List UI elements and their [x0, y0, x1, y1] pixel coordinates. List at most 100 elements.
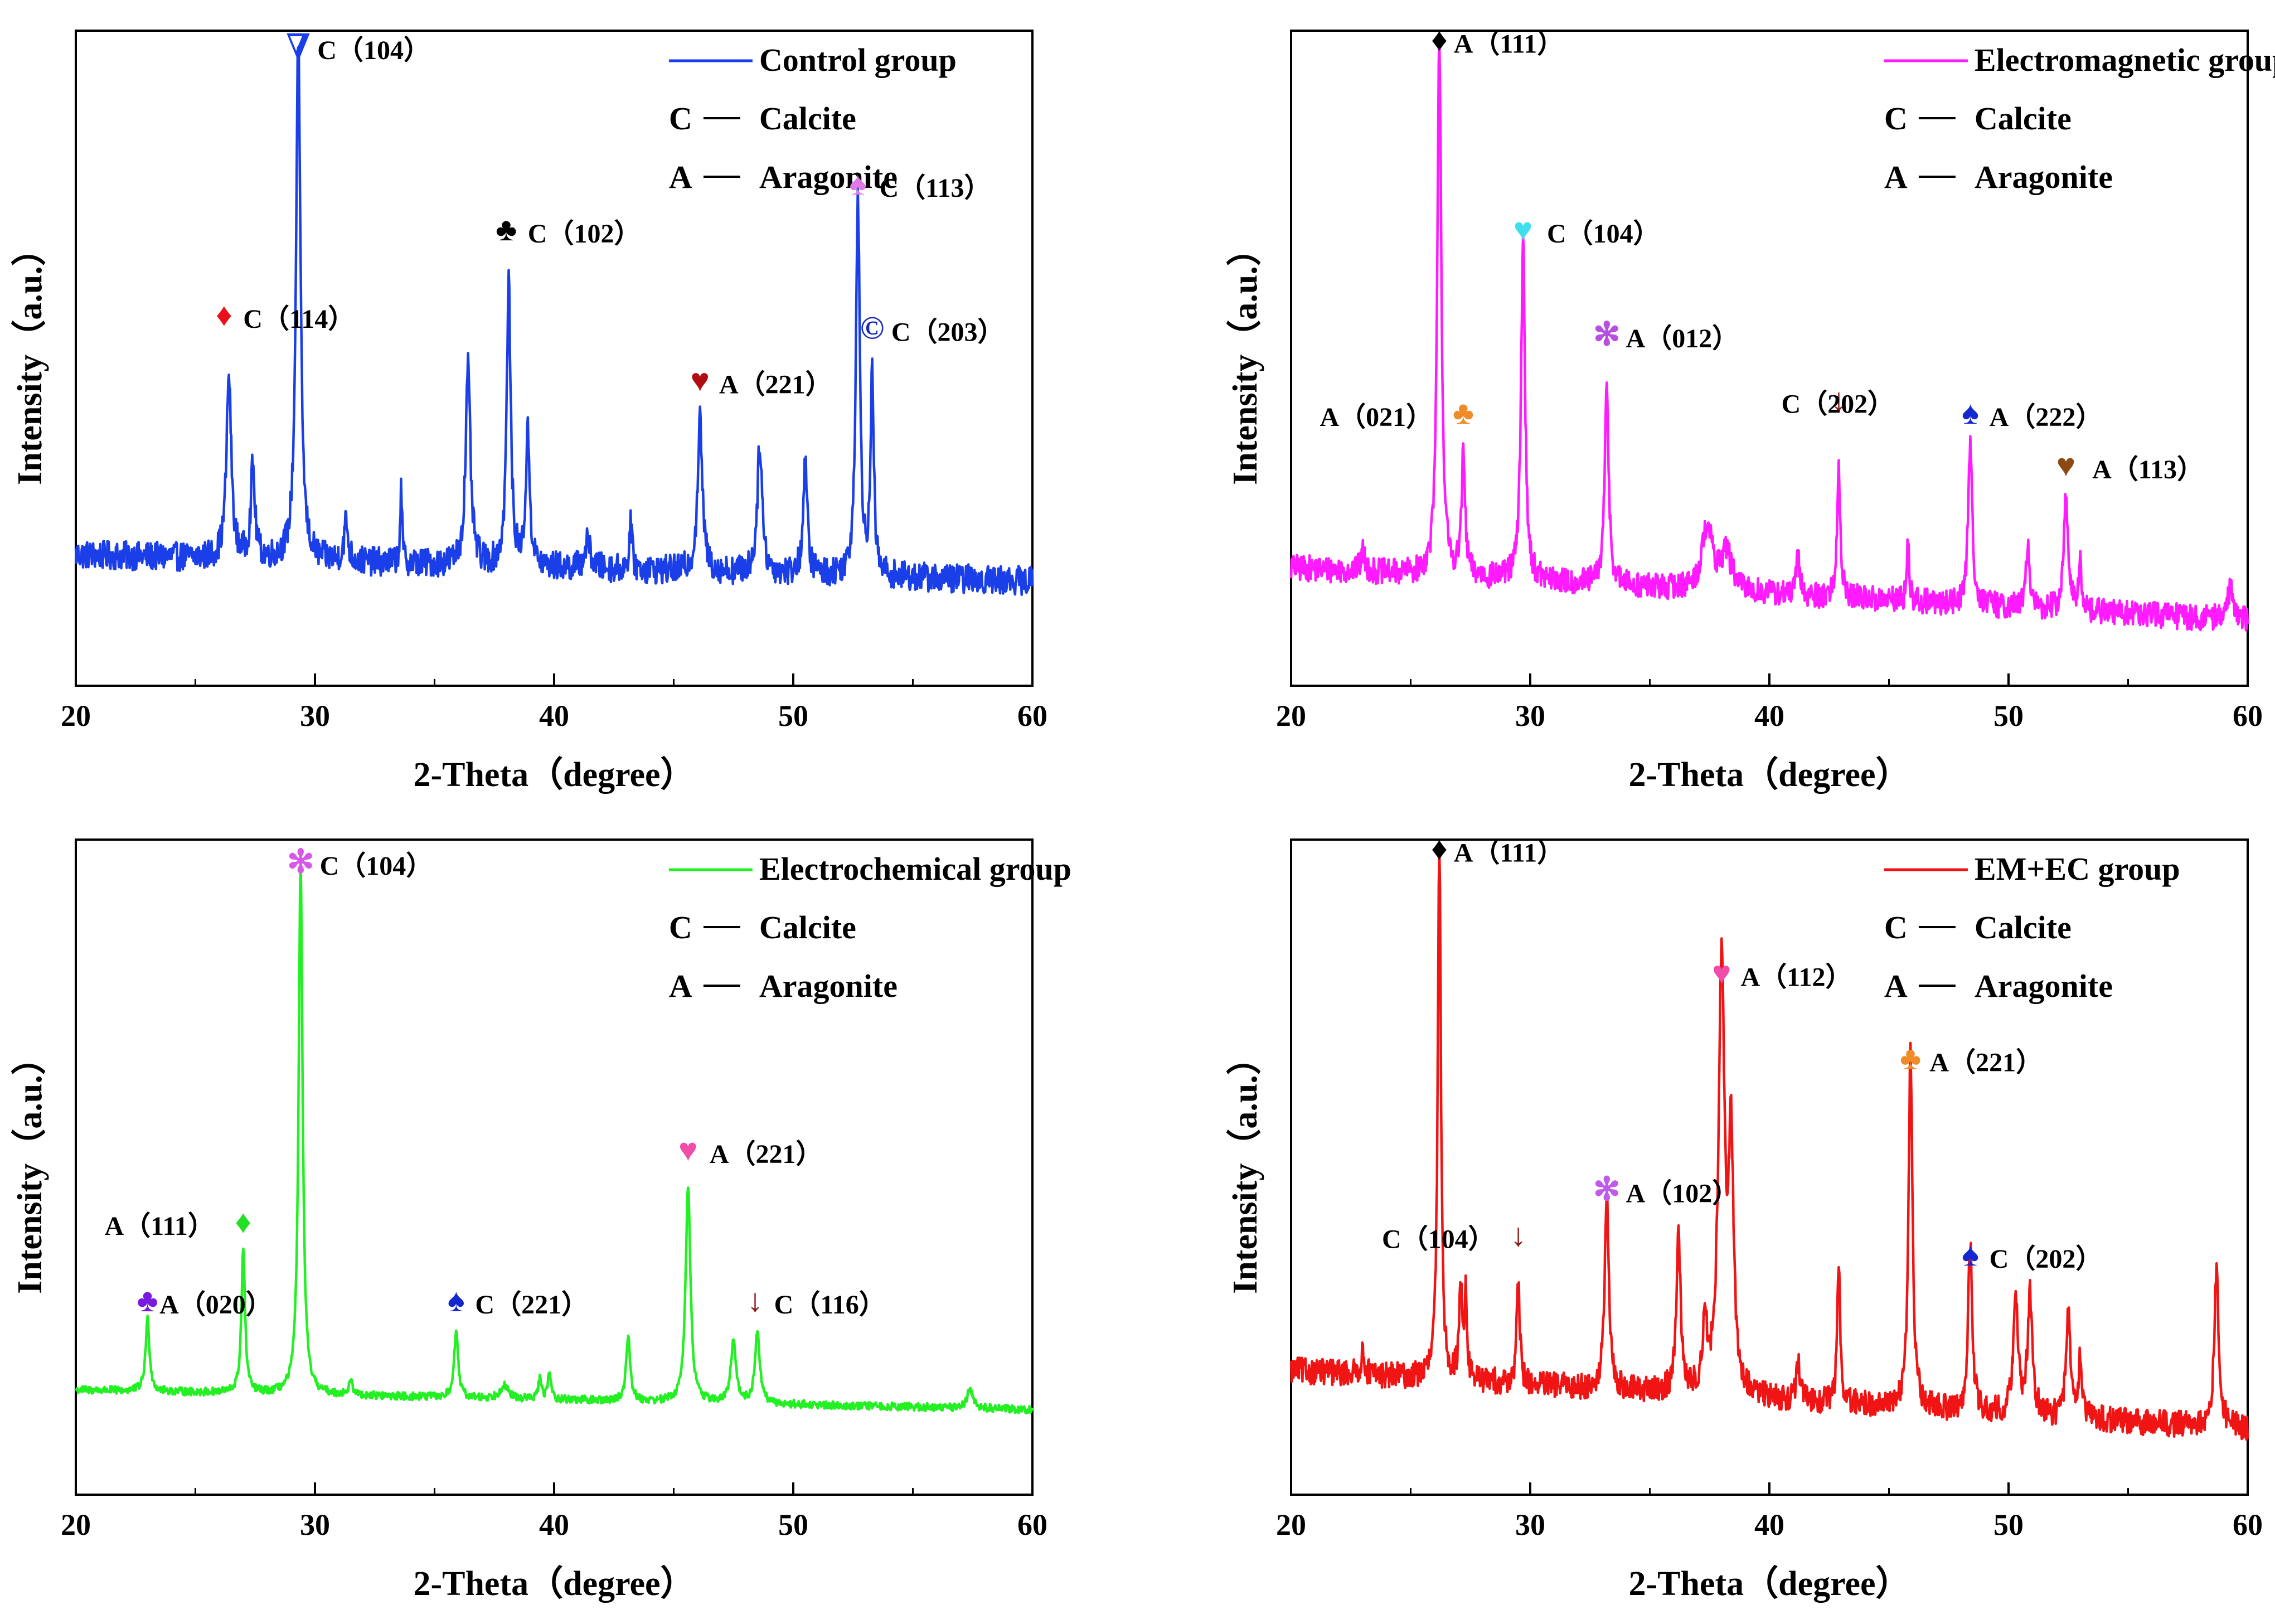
- x-tick-label: 60: [2233, 699, 2263, 733]
- peak-marker-icon: ✻: [1593, 316, 1621, 352]
- peak-marker-icon: ♥: [678, 1132, 697, 1168]
- peak-marker-icon: ♠: [849, 166, 866, 202]
- peak-marker-icon: ♣: [496, 211, 517, 248]
- x-tick-label: 60: [1017, 699, 1047, 733]
- peak-marker-icon: ♠: [1962, 395, 1979, 431]
- x-tick-label: 20: [61, 699, 91, 733]
- peak-label: C（221）: [475, 1290, 588, 1320]
- legend-phase-name: Calcite: [759, 100, 856, 137]
- peak-marker-icon: ♥: [1514, 211, 1532, 248]
- peak-label: C（113）: [879, 173, 991, 203]
- peak-marker-icon: ∇: [286, 28, 311, 64]
- series-line: [75, 860, 1034, 1415]
- x-tick-label: 40: [1754, 1508, 1784, 1541]
- legend-series-label: Electrochemical group: [759, 851, 1071, 887]
- peak-marker-icon: ↓: [1831, 382, 1847, 418]
- peak-marker-icon: ♥: [1712, 955, 1731, 991]
- peak-label: A（222）: [1990, 403, 2103, 432]
- x-tick-label: 50: [778, 1508, 808, 1541]
- x-tick-label: 30: [1515, 1508, 1545, 1541]
- legend-phase-name: Aragonite: [1975, 159, 2113, 195]
- panel-control-group: 20 30 40 50 60 2-Theta（degree） Intensity（a.u.）…: [10, 28, 1047, 794]
- legend-phase-key: A: [1884, 159, 1908, 195]
- peak-label: A（221）: [719, 370, 832, 399]
- x-axis-label: 2-Theta（degree）: [413, 755, 695, 794]
- peak-marker-icon: ↓: [747, 1282, 763, 1318]
- peak-label: C（203）: [891, 317, 1005, 347]
- peak-marker-icon: ♣: [1900, 1040, 1921, 1076]
- peak-label: C（104）: [317, 36, 430, 65]
- series-line: [1289, 42, 2249, 632]
- x-tick-label: 60: [1017, 1508, 1047, 1541]
- peak-marker-icon: ♥: [2056, 447, 2075, 483]
- legend-phase-key: A: [1884, 968, 1908, 1004]
- peak-label: C（104）: [1547, 219, 1660, 249]
- peak-label: C（116）: [774, 1290, 886, 1320]
- y-axis-label: Intensity（a.u.）: [10, 231, 49, 485]
- peak-marker-icon: ♣: [1453, 395, 1474, 431]
- x-tick-label: 20: [61, 1508, 91, 1541]
- plot-frame: [75, 30, 1034, 687]
- peak-label: C（202）: [1990, 1244, 2103, 1274]
- panel-electrochemical-group: 20 30 40 50 60 2-Theta（degree） Intensity（a.u.）…: [10, 838, 1071, 1603]
- panel-em-ec-group: 20 30 40 50 60 2-Theta（degree） Intensity（a.u.）…: [1225, 830, 2263, 1603]
- peak-label: A（102）: [1626, 1179, 1739, 1208]
- y-axis-label: Intensity（a.u.）: [1225, 1040, 1264, 1294]
- legend-phase-key: C: [1884, 909, 1908, 946]
- peak-marker-icon: ♦: [216, 297, 232, 333]
- panel-electromagnetic-group: 20 30 40 50 60 2-Theta（degree） Intensity（a.u.）…: [1225, 21, 2275, 794]
- legend-phase-key: C: [669, 909, 692, 946]
- peak-label: A（221）: [710, 1140, 823, 1169]
- legend-series-label: Electromagnetic group: [1975, 42, 2275, 78]
- peak-label: C（104）: [320, 851, 433, 881]
- legend-phase-name: Calcite: [1975, 100, 2072, 137]
- legend-phase-key: A: [669, 159, 692, 195]
- peak-label: A（111）: [1454, 29, 1564, 59]
- x-tick-label: 40: [539, 699, 569, 733]
- x-tick-label: 50: [778, 699, 808, 733]
- peak-label: C（104）: [1382, 1225, 1495, 1254]
- peak-marker-icon: ♠: [448, 1282, 465, 1318]
- x-tick-label: 30: [300, 699, 330, 733]
- peak-marker-icon: ✻: [1593, 1171, 1621, 1207]
- peak-label: A（012）: [1626, 324, 1739, 353]
- peak-marker-icon: ✻: [287, 843, 314, 880]
- legend-series-label: EM+EC group: [1975, 851, 2180, 887]
- x-axis-label: 2-Theta（degree）: [1628, 755, 1910, 794]
- x-tick-label: 20: [1276, 699, 1306, 733]
- peak-label: A（111）: [104, 1211, 214, 1241]
- y-axis-label: Intensity（a.u.）: [10, 1040, 49, 1294]
- peak-label: A（021）: [1320, 403, 1433, 432]
- legend-phase-name: Calcite: [1975, 909, 2072, 946]
- x-tick-label: 60: [2233, 1508, 2263, 1541]
- legend-phase-name: Calcite: [759, 909, 856, 946]
- peak-marker-icon: ♦: [235, 1204, 251, 1240]
- peak-marker-icon: ♣: [137, 1282, 158, 1318]
- peak-label: A（112）: [1741, 963, 1852, 992]
- x-tick-label: 50: [1993, 1508, 2024, 1541]
- peak-marker-icon: ↓: [1510, 1217, 1526, 1253]
- peak-label: C（102）: [528, 219, 641, 249]
- x-tick-label: 30: [1515, 699, 1545, 733]
- legend-phase-name: Aragonite: [1975, 968, 2113, 1004]
- x-axis-label: 2-Theta（degree）: [1628, 1564, 1910, 1603]
- x-axis-label: 2-Theta（degree）: [413, 1564, 695, 1603]
- series-line: [74, 46, 1034, 596]
- peak-label: C（114）: [243, 304, 355, 334]
- peak-label: A（020）: [159, 1290, 273, 1320]
- peak-marker-icon: ♥: [690, 362, 709, 398]
- peak-label: A（113）: [2092, 455, 2204, 484]
- legend-phase-name: Aragonite: [759, 159, 898, 195]
- x-tick-label: 40: [539, 1508, 569, 1541]
- peak-marker-icon: ♦: [1431, 21, 1448, 57]
- peak-label: A（111）: [1454, 838, 1564, 867]
- peak-label: A（221）: [1929, 1048, 2043, 1077]
- legend-phase-key: C: [669, 100, 692, 137]
- peak-label: C（202）: [1781, 390, 1894, 419]
- legend-phase-key: A: [669, 968, 692, 1004]
- legend-series-label: Control group: [759, 42, 957, 78]
- peak-marker-icon: ♠: [1962, 1237, 1979, 1273]
- peak-marker-icon: ♦: [1431, 830, 1448, 866]
- legend-phase-name: Aragonite: [759, 968, 898, 1004]
